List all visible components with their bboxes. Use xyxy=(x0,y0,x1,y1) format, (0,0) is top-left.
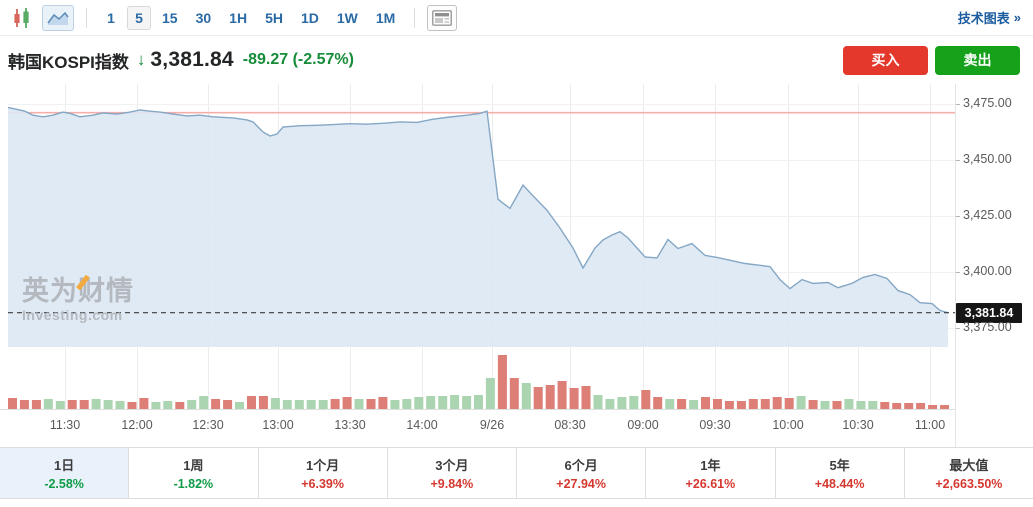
period-tab-label: 1年 xyxy=(700,458,721,473)
period-tab-1周[interactable]: 1周 -1.82% xyxy=(129,448,259,498)
period-tab-最大值[interactable]: 最大值 +2,663.50% xyxy=(904,448,1033,498)
interval-1m[interactable]: 1M xyxy=(369,6,402,30)
period-tab-change: +27.94% xyxy=(556,477,606,491)
period-tab-1年[interactable]: 1年 +26.61% xyxy=(646,448,776,498)
x-axis-label: 12:30 xyxy=(192,418,224,432)
period-tab-change: -1.82% xyxy=(173,477,214,491)
period-tab-change: +2,663.50% xyxy=(935,477,1003,491)
y-axis-label: 3,475.00 xyxy=(963,96,1012,110)
period-tab-label: 6个月 xyxy=(564,458,598,473)
period-tab-5年[interactable]: 5年 +48.44% xyxy=(775,448,905,498)
last-price: 3,381.84 xyxy=(150,48,234,71)
y-axis-label: 3,375.00 xyxy=(963,320,1012,334)
x-axis-label: 13:00 xyxy=(262,418,294,432)
chevron-right-icon: » xyxy=(1013,10,1021,25)
x-axis-label: 09:00 xyxy=(627,418,659,432)
candlestick-chart-button[interactable] xyxy=(8,5,36,31)
last-price-tag: 3,381.84 xyxy=(956,303,1022,323)
toolbar-divider xyxy=(86,7,87,28)
period-tab-change: +9.84% xyxy=(430,477,474,491)
price-change: -89.27 (-2.57%) xyxy=(242,51,354,68)
period-tab-1日[interactable]: 1日 -2.58% xyxy=(0,448,130,498)
interval-1w[interactable]: 1W xyxy=(330,6,365,30)
trade-buttons: 买入 卖出 xyxy=(843,45,1020,75)
period-tab-label: 1个月 xyxy=(306,458,340,473)
x-axis: 11:30 12:00 12:30 13:00 13:30 14:00 9/26 08:30 0… xyxy=(0,414,955,436)
candlestick-icon xyxy=(11,7,33,29)
interval-5[interactable]: 5 xyxy=(127,5,151,30)
interval-1d[interactable]: 1D xyxy=(294,6,326,30)
chart-toolbar: 1 5 15 30 1H 5H 1D 1W 1M 技术图表 » xyxy=(0,0,1033,36)
price-chart-canvas[interactable] xyxy=(0,84,955,410)
toolbar-divider xyxy=(414,7,416,28)
x-axis-label: 11:00 xyxy=(914,418,946,432)
y-axis: 3,381.84 3,475.00 3,450.00 3,425.00 3,400.0… xyxy=(956,84,1033,447)
technical-chart-link[interactable]: 技术图表 xyxy=(957,11,1010,26)
x-axis-label: 10:30 xyxy=(842,418,874,432)
sell-button[interactable]: 卖出 xyxy=(935,45,1020,75)
x-axis-label: 9/26 xyxy=(479,418,505,432)
period-tab-6个月[interactable]: 6个月 +27.94% xyxy=(517,448,647,498)
y-axis-tick xyxy=(956,272,960,273)
interval-1h[interactable]: 1H xyxy=(222,6,254,30)
x-axis-label: 08:30 xyxy=(554,418,586,432)
y-axis-label: 3,400.00 xyxy=(963,264,1012,278)
y-axis-label: 3,425.00 xyxy=(963,208,1012,222)
period-tab-change: +6.39% xyxy=(301,477,344,491)
period-tab-change: -2.58% xyxy=(44,477,84,491)
x-axis-label: 10:00 xyxy=(772,418,804,432)
x-axis-label: 12:00 xyxy=(121,418,153,432)
news-panel-button[interactable] xyxy=(427,4,458,31)
area-chart-style-button[interactable] xyxy=(42,4,74,31)
period-tab-change: +26.61% xyxy=(685,477,736,491)
x-axis-label: 09:30 xyxy=(699,418,731,432)
interval-5h[interactable]: 5H xyxy=(258,6,290,30)
x-axis-label: 14:00 xyxy=(406,418,438,432)
interval-selector: 1 5 15 30 1H 5H 1D 1W 1M xyxy=(99,5,402,30)
price-chart[interactable]: 英为财情 Investing.com 11:30 12:00 12:30 13:00 1… xyxy=(0,84,1033,447)
period-tab-label: 最大值 xyxy=(949,458,989,473)
y-axis-label: 3,450.00 xyxy=(963,152,1012,166)
y-axis-tick xyxy=(956,160,960,161)
period-tab-3个月[interactable]: 3个月 +9.84% xyxy=(387,448,517,498)
interval-15[interactable]: 15 xyxy=(155,6,185,30)
period-tab-label: 3个月 xyxy=(435,458,469,473)
instrument-header: 韩国KOSPI指数 ↓ 3,381.84 -89.27 (-2.57%) 买入 … xyxy=(0,36,1033,84)
period-tab-change: +48.44% xyxy=(814,477,865,491)
y-axis-tick xyxy=(956,328,960,329)
interval-1[interactable]: 1 xyxy=(99,6,123,30)
period-tabs: 1日 -2.58% 1周 -1.82% 1个月 +6.39% 3个月 +9.84% 6个月 +27… xyxy=(0,447,1033,499)
period-tab-label: 1周 xyxy=(183,458,204,473)
buy-button[interactable]: 买入 xyxy=(843,45,928,75)
page-title: 韩国KOSPI指数 xyxy=(8,52,129,72)
period-tab-1个月[interactable]: 1个月 +6.39% xyxy=(258,448,388,498)
axis-border xyxy=(955,84,956,447)
interval-30[interactable]: 30 xyxy=(189,6,219,30)
y-axis-tick xyxy=(956,216,960,217)
y-axis-tick xyxy=(956,104,960,105)
x-axis-label: 11:30 xyxy=(49,418,81,432)
period-tab-label: 5年 xyxy=(829,458,850,473)
news-panel-icon xyxy=(432,9,453,26)
down-arrow-icon: ↓ xyxy=(136,50,146,69)
x-axis-label: 13:30 xyxy=(334,418,366,432)
period-tab-label: 1日 xyxy=(54,458,75,473)
area-chart-icon xyxy=(46,9,70,27)
